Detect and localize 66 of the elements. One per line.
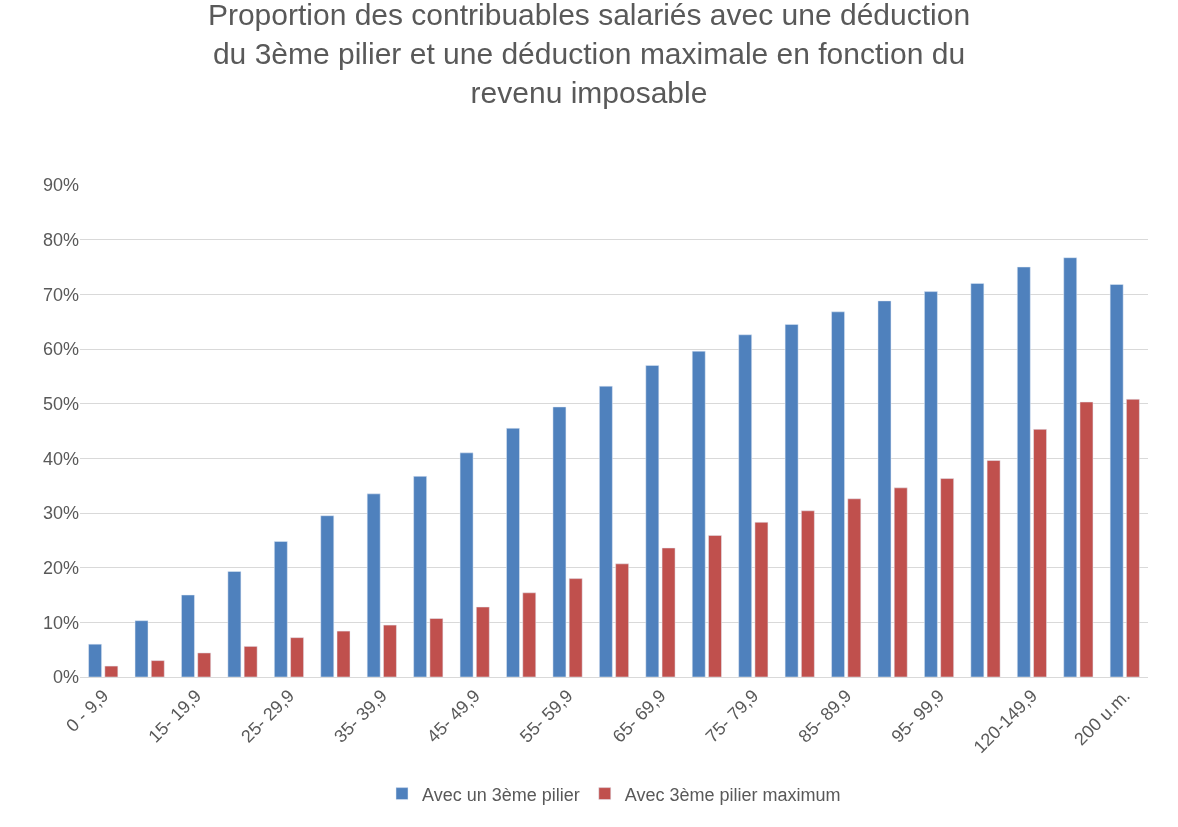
bar <box>197 652 211 677</box>
y-tick-label: 80% <box>42 229 79 250</box>
bar <box>784 324 799 677</box>
y-tick-label: 0% <box>52 667 79 688</box>
y-tick-label: 30% <box>42 503 79 524</box>
bar <box>181 594 195 677</box>
bar <box>383 624 397 677</box>
bar <box>893 487 908 677</box>
bar <box>227 571 242 677</box>
bar <box>522 592 537 677</box>
bar <box>708 535 722 677</box>
bar <box>366 493 381 677</box>
bar <box>661 547 676 677</box>
y-tick-label: 10% <box>42 612 79 633</box>
bar <box>413 476 427 677</box>
bar <box>476 606 490 677</box>
bar <box>506 428 520 677</box>
bar <box>691 350 706 677</box>
x-tick-label: 95- 99,9 <box>887 685 949 747</box>
bar <box>831 311 845 677</box>
bar <box>645 365 660 677</box>
bar <box>754 522 769 677</box>
bar <box>134 620 149 677</box>
y-tick-label: 50% <box>42 393 79 414</box>
bar <box>552 406 567 677</box>
y-tick-label: 70% <box>42 284 79 305</box>
bar <box>429 618 444 677</box>
bar <box>1017 266 1031 677</box>
bar <box>1079 401 1094 677</box>
bar <box>1033 429 1047 677</box>
bar <box>568 578 583 677</box>
x-tick-label: 85- 89,9 <box>794 685 856 747</box>
bar <box>940 478 954 677</box>
bar <box>847 498 862 677</box>
bar <box>151 660 165 677</box>
bar <box>88 643 102 677</box>
x-tick-label: 75- 79,9 <box>701 685 763 747</box>
y-tick-label: 40% <box>42 448 79 469</box>
bar <box>274 541 288 677</box>
y-tick-label: 20% <box>42 557 79 578</box>
bar <box>1109 284 1124 677</box>
bar <box>738 334 752 677</box>
x-tick-label: 0 - 9,9 <box>62 685 113 736</box>
bar <box>104 665 119 677</box>
x-tick-label: 65- 69,9 <box>608 685 670 747</box>
chart-title: Proportion des contribuables salariés avec une déduction du 3ème pilier et une déduction maximale en fonction du revenu imposable <box>207 0 971 109</box>
bar <box>615 563 629 677</box>
bar <box>320 515 335 677</box>
x-tick-label: 45- 49,9 <box>423 685 484 747</box>
bar <box>290 637 304 677</box>
bar <box>1063 257 1077 677</box>
bar <box>336 630 351 677</box>
y-tick-label: 90% <box>42 175 79 196</box>
legend-label: Avec un 3ème pilier <box>422 784 580 805</box>
y-tick-label: 60% <box>42 339 79 360</box>
bar <box>924 291 938 677</box>
bar <box>459 452 474 677</box>
x-tick-label: 35- 39,9 <box>330 685 392 747</box>
legend-label: Avec 3ème pilier maximum <box>624 784 841 805</box>
bar <box>801 510 815 677</box>
bar <box>243 646 258 677</box>
bar <box>877 300 892 677</box>
bar <box>599 385 613 677</box>
x-tick-label: 55- 59,9 <box>515 685 577 747</box>
bar <box>1126 399 1140 677</box>
x-tick-label: 200 u.m. <box>1070 685 1134 750</box>
